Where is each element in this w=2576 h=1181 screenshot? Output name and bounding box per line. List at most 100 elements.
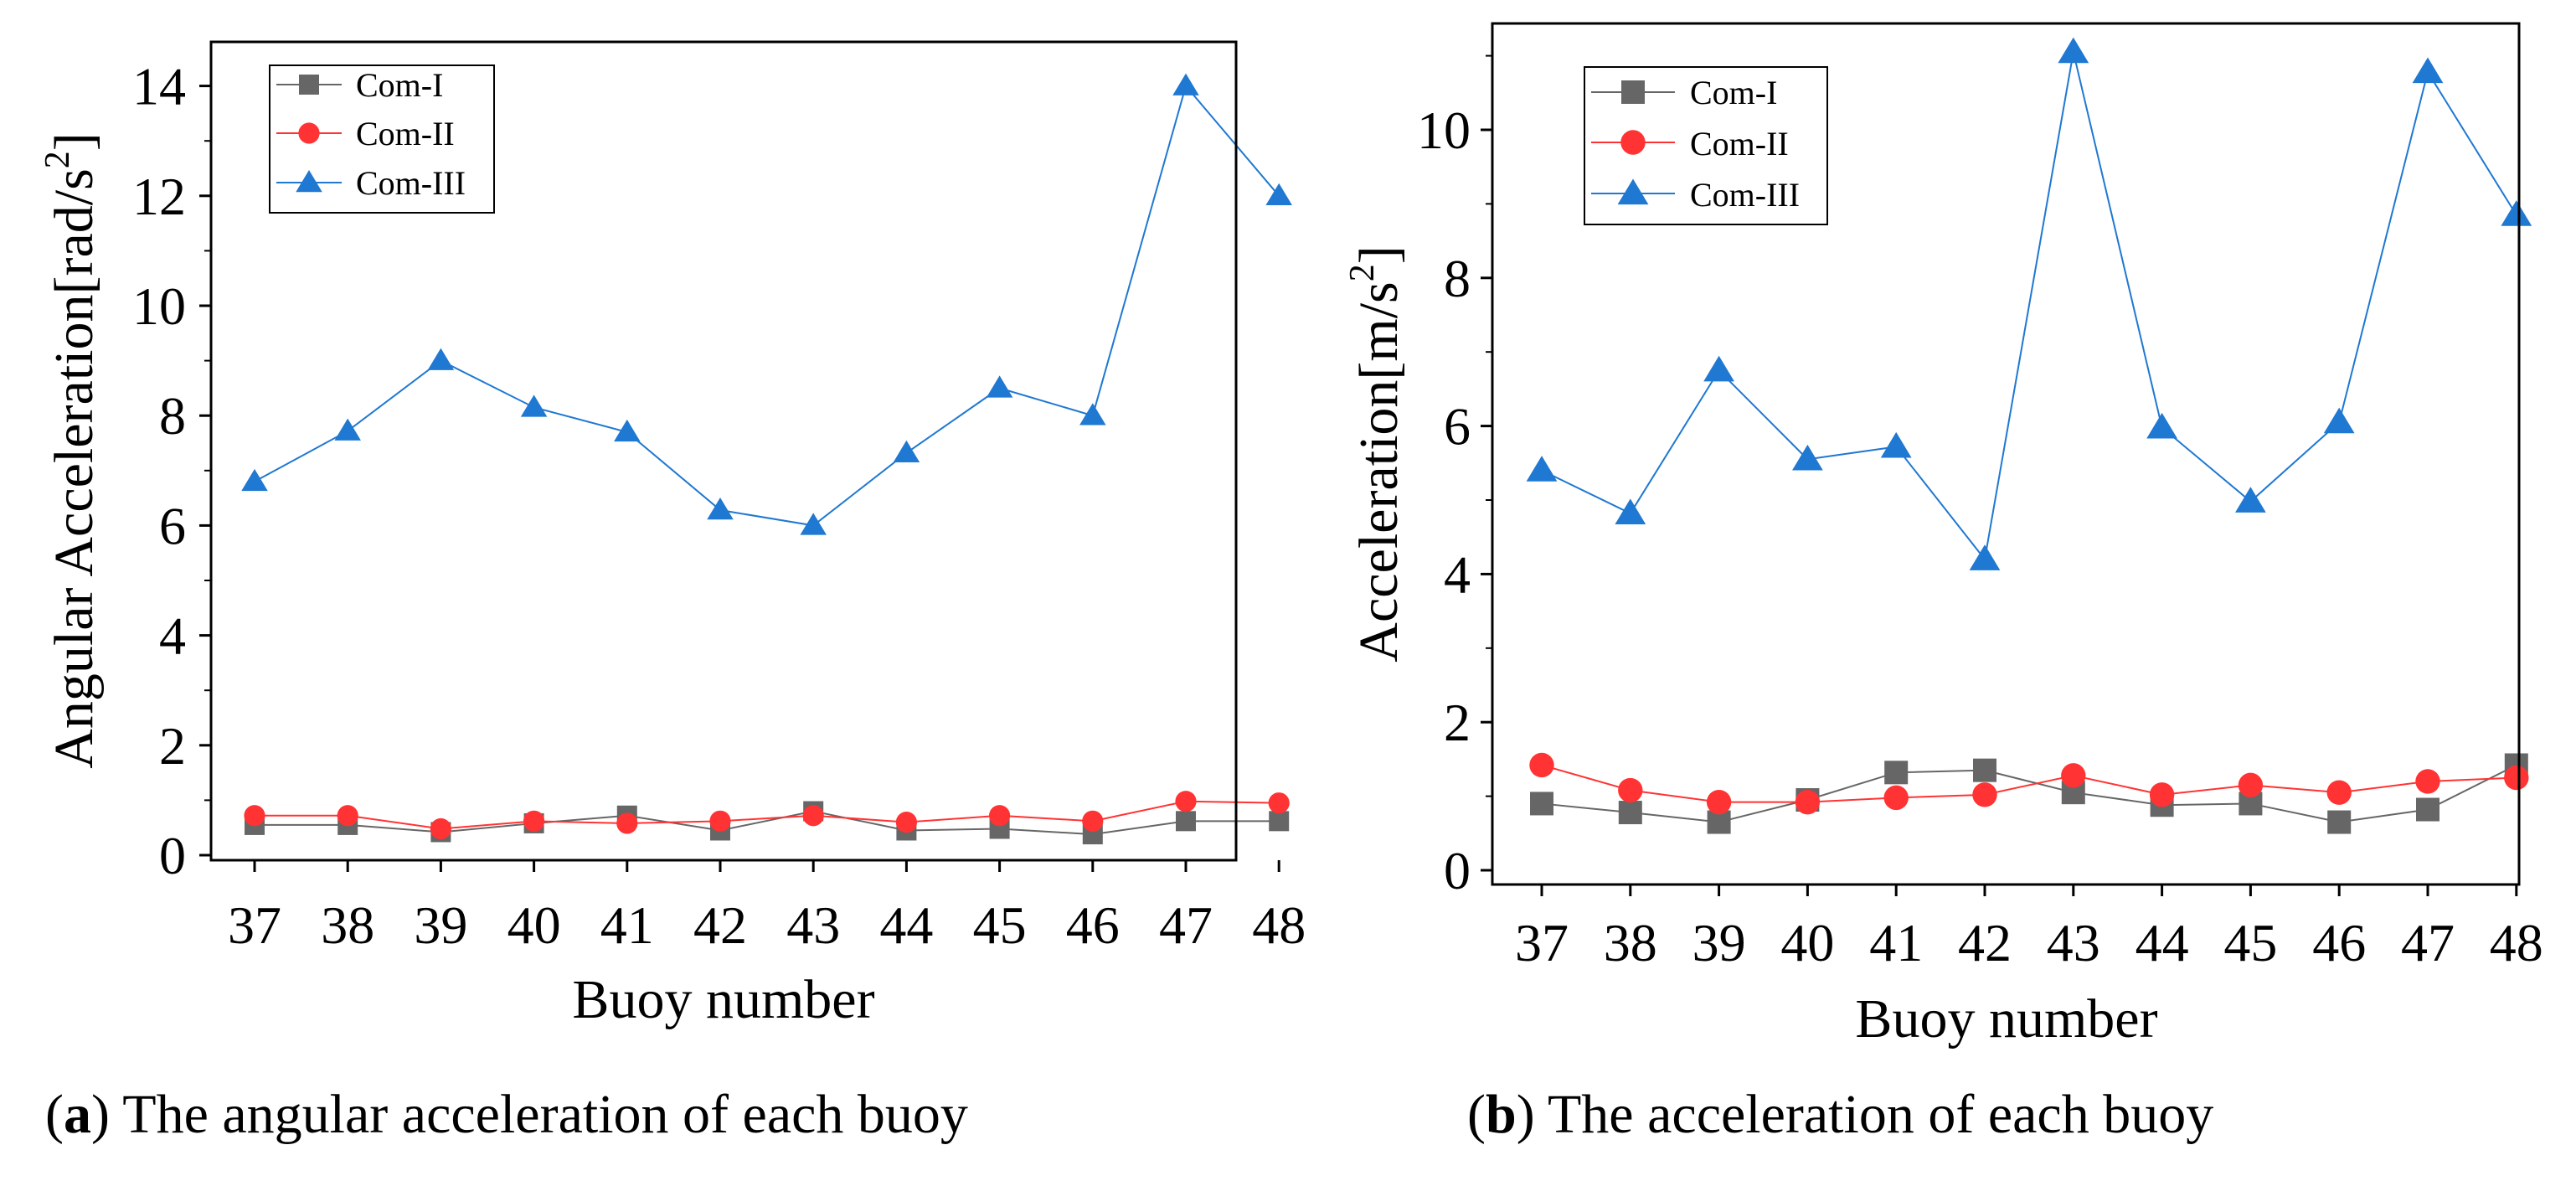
panel-a-legend-label-com-iii: Com-III bbox=[356, 164, 466, 202]
panel-a-y-tick-label-6: 6 bbox=[159, 496, 186, 555]
panel-a-y-tick-label-0: 0 bbox=[159, 826, 186, 885]
panel-a-com-ii-point-41 bbox=[616, 812, 638, 834]
panel-b-x-tick-label-40: 40 bbox=[1780, 913, 1834, 972]
panel-a-x-tick-label-46: 46 bbox=[1066, 895, 1120, 955]
panel-a-com-ii-point-42 bbox=[709, 810, 731, 832]
panel-b-com-ii-point-43 bbox=[2061, 763, 2086, 788]
panel-b-y-tick-label-0: 0 bbox=[1444, 841, 1471, 900]
panel-b-com-iii-point-48 bbox=[2501, 200, 2532, 226]
panel-a-legend: Com-I Com-II Com-III bbox=[269, 64, 495, 214]
panel-a-x-tick-label-45: 45 bbox=[973, 895, 1027, 955]
panel-a-com-ii-point-43 bbox=[802, 805, 824, 827]
panel-b-com-iii-point-37 bbox=[1526, 456, 1558, 482]
panel-a-com-ii-point-40 bbox=[523, 810, 545, 832]
panel-b-com-iii-point-44 bbox=[2146, 412, 2177, 439]
panel-a-com-ii-point-48 bbox=[1268, 792, 1290, 814]
panel-a-y-tick-label-14: 14 bbox=[132, 57, 186, 116]
panel-a-com-iii-point-42 bbox=[707, 498, 734, 520]
panel-a-series-line-com-iii bbox=[254, 84, 1280, 527]
panel-b-x-axis-title: Buoy number bbox=[1855, 988, 2157, 1049]
panel-a-series-line-com-ii bbox=[255, 800, 1280, 830]
panel-a-legend-marker-com-iii bbox=[296, 170, 322, 193]
panel-a-com-iii-point-39 bbox=[427, 348, 455, 370]
panel-a-com-i-point-47 bbox=[1176, 811, 1196, 832]
panel-b-legend-marker-com-i bbox=[1621, 80, 1645, 104]
panel-b-com-iii-point-45 bbox=[2235, 487, 2266, 513]
panel-b-legend-marker-com-ii bbox=[1620, 130, 1646, 155]
panel-a-com-ii-point-45 bbox=[989, 805, 1011, 827]
panel-a-series-line-com-i bbox=[255, 810, 1280, 836]
panel-b-com-ii-point-42 bbox=[1972, 782, 1997, 807]
panel-b-com-iii-point-41 bbox=[1880, 431, 1912, 458]
panel-b-com-iii-point-46 bbox=[2323, 407, 2355, 434]
panel-a-x-tick-label-44: 44 bbox=[879, 895, 933, 955]
panel-a-series-layer bbox=[241, 73, 1292, 845]
panel-b-y-tick-label-2: 2 bbox=[1444, 693, 1471, 752]
panel-b-com-ii-point-37 bbox=[1529, 752, 1554, 778]
panel-a-com-iii-point-44 bbox=[893, 440, 920, 463]
panel-a-x-tick-label-43: 43 bbox=[786, 895, 840, 955]
panel-a-com-ii-point-47 bbox=[1175, 791, 1197, 812]
panel-a-x-tick-label-48: 48 bbox=[1252, 895, 1306, 955]
panel-a-com-iii-point-41 bbox=[614, 419, 641, 442]
panel-b-series-line-com-iii bbox=[1541, 51, 2517, 562]
panel-a-com-ii-point-38 bbox=[337, 805, 358, 827]
panel-b-y-axis-title: Acceleration[m/s2] bbox=[1343, 245, 1409, 662]
caption-a: (a) The angular acceleration of each buo… bbox=[45, 1084, 968, 1145]
panel-b-com-ii-point-39 bbox=[1706, 789, 1732, 815]
panel-b-legend-label-com-ii: Com-II bbox=[1690, 125, 1789, 162]
panel-a-x-tick-label-40: 40 bbox=[507, 895, 561, 955]
panel-b-com-iii-point-42 bbox=[1969, 544, 2001, 570]
panel-b-y-tick-label-6: 6 bbox=[1444, 397, 1471, 456]
panel-b-y-tick-label-4: 4 bbox=[1444, 544, 1471, 604]
panel-b-x-tick-label-38: 38 bbox=[1604, 913, 1657, 972]
panel-a-x-tick-label-47: 47 bbox=[1159, 895, 1213, 955]
panel-a-x-axis-title: Buoy number bbox=[572, 969, 874, 1030]
panel-b-x-tick-label-42: 42 bbox=[1958, 913, 2012, 972]
panel-b-com-ii-point-47 bbox=[2415, 769, 2440, 794]
panel-a-legend-label-com-i: Com-I bbox=[356, 66, 443, 104]
panel-a-com-iii-point-38 bbox=[334, 418, 361, 441]
panel-a-com-iii-point-46 bbox=[1079, 403, 1106, 425]
panel-a-y-axis-title: Angular Acceleration[rad/s2] bbox=[39, 132, 105, 769]
panel-b-x-tick-label-41: 41 bbox=[1869, 913, 1923, 972]
panel-b-x-tick-label-45: 45 bbox=[2223, 913, 2277, 972]
panel-b-com-ii-point-40 bbox=[1795, 789, 1821, 815]
panel-a-com-ii-point-46 bbox=[1082, 810, 1104, 832]
panel-a-x-tick-label-38: 38 bbox=[321, 895, 374, 955]
caption-b: (b) The acceleration of each buoy bbox=[1467, 1084, 2213, 1145]
panel-a-x-tick-label-42: 42 bbox=[693, 895, 747, 955]
panel-b-x-tick-label-44: 44 bbox=[2136, 913, 2189, 972]
panel-b-com-i-point-42 bbox=[1973, 758, 1996, 782]
panel-b-com-ii-point-45 bbox=[2238, 772, 2264, 798]
panel-a-com-iii-point-48 bbox=[1265, 183, 1292, 206]
panel-b-x-tick-label-46: 46 bbox=[2312, 913, 2366, 972]
panel-b-series-line-com-ii bbox=[1541, 764, 2517, 803]
panel-b-series-layer bbox=[1526, 37, 2532, 834]
panel-b-com-i-point-47 bbox=[2416, 797, 2439, 822]
panel-b-y-tick-label-10: 10 bbox=[1417, 101, 1471, 160]
panel-b-x-tick-label-37: 37 bbox=[1515, 913, 1569, 972]
panel-a-x-tick-label-39: 39 bbox=[414, 895, 467, 955]
panel-a-y-tick-label-2: 2 bbox=[159, 716, 186, 776]
panel-b-series-line-com-i bbox=[1541, 764, 2517, 823]
panel-a-com-ii-point-39 bbox=[430, 817, 452, 840]
panel-a-com-i-point-48 bbox=[1269, 811, 1290, 832]
panel-a-com-iii-point-45 bbox=[986, 375, 1013, 398]
panel-a-legend-label-com-ii: Com-II bbox=[356, 115, 455, 152]
panel-a-plot-frame bbox=[209, 40, 1238, 862]
panel-b-com-iii-point-43 bbox=[2058, 37, 2089, 64]
panel-a-com-ii-point-37 bbox=[244, 805, 265, 827]
panel-b-legend-label-com-i: Com-I bbox=[1690, 74, 1777, 111]
panel-b-com-i-point-37 bbox=[1530, 792, 1553, 816]
panel-b-x-tick-label-47: 47 bbox=[2401, 913, 2455, 972]
panel-a-com-ii-point-44 bbox=[895, 812, 917, 833]
panel-b-com-iii-point-47 bbox=[2412, 57, 2444, 84]
panel-b-com-ii-point-38 bbox=[1618, 777, 1643, 803]
panel-a-y-tick-label-4: 4 bbox=[159, 606, 186, 666]
